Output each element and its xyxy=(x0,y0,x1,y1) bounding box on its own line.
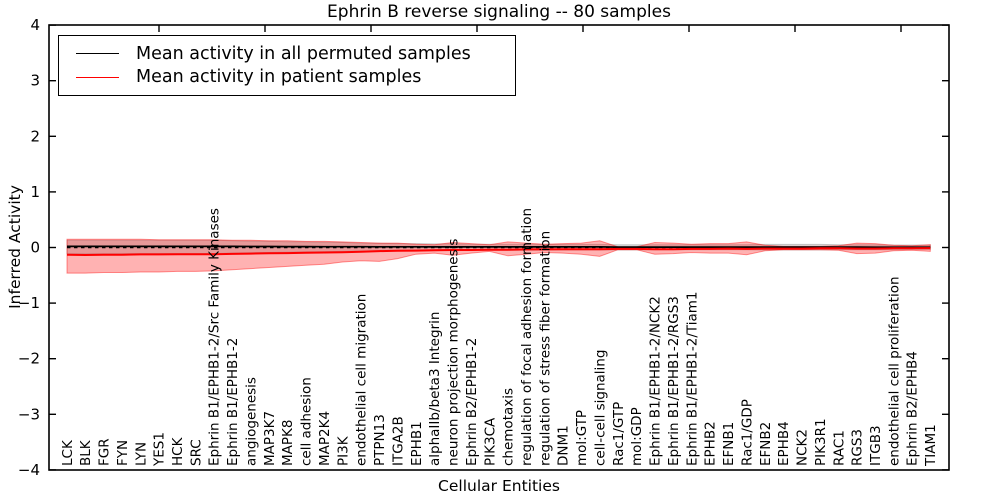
x-category-label: Ephrin B1/EPHB1-2/NCK2 xyxy=(648,296,664,466)
legend: Mean activity in all permuted samples Me… xyxy=(58,35,516,96)
x-category-label: DNM1 xyxy=(556,425,572,466)
x-category-label: PI3K xyxy=(335,435,351,466)
x-category-label: Rac1/GTP xyxy=(611,402,627,466)
x-category-label: MAP3K7 xyxy=(262,411,278,466)
legend-item-permuted: Mean activity in all permuted samples xyxy=(59,42,515,66)
x-category-label: EFNB2 xyxy=(758,422,774,466)
x-category-label: cell adhesion xyxy=(299,377,315,466)
x-category-label: FGR xyxy=(97,438,113,466)
x-category-label: Ephrin B1/EPHB1-2/RGS3 xyxy=(666,296,682,466)
x-category-label: RGS3 xyxy=(850,429,866,466)
x-category-label: endothelial cell proliferation xyxy=(886,276,902,466)
x-category-label: EPHB1 xyxy=(409,421,425,466)
legend-label-permuted: Mean activity in all permuted samples xyxy=(136,43,471,64)
y-tick-label: −1 xyxy=(18,294,40,312)
x-category-label: SRC xyxy=(188,439,204,466)
x-category-label: EPHB4 xyxy=(776,421,792,466)
y-tick-label: −2 xyxy=(18,350,40,368)
x-category-label: TIAM1 xyxy=(923,424,939,467)
x-category-label: neuron projection morphogenesis xyxy=(446,239,462,466)
x-category-label: YES1 xyxy=(152,432,168,467)
x-category-label: Ephrin B2/EPHB1-2 xyxy=(464,338,480,466)
x-category-label: EPHB2 xyxy=(703,421,719,466)
x-category-label: LYN xyxy=(133,442,149,466)
x-category-label: Ephrin B2/EPHB4 xyxy=(905,351,921,466)
x-category-label: RAC1 xyxy=(831,430,847,466)
x-category-label: Ephrin B1/EPHB1-2/Tiam1 xyxy=(684,292,700,466)
x-category-label: mol:GTP xyxy=(574,410,590,466)
y-tick-label: 4 xyxy=(30,16,40,34)
x-category-label: PIK3CA xyxy=(482,417,498,466)
permuted-line-swatch xyxy=(76,53,119,55)
x-category-label: FYN xyxy=(115,440,131,466)
x-category-label: Ephrin B1/EPHB1-2 xyxy=(225,338,241,466)
permuted-mean-line xyxy=(67,245,931,249)
legend-item-patient: Mean activity in patient samples xyxy=(59,66,515,90)
x-category-label: LCK xyxy=(60,439,76,466)
x-category-label: Ephrin B1/EPHB1-2/Src Family Kinases xyxy=(207,208,223,466)
x-category-label: alphaIIb/beta3 Integrin xyxy=(427,312,443,466)
x-category-label: regulation of focal adhesion formation xyxy=(519,208,535,466)
x-category-label: ITGB3 xyxy=(868,425,884,466)
x-category-label: chemotaxis xyxy=(501,388,517,466)
y-tick-label: −3 xyxy=(18,405,40,423)
x-category-label: mol:GDP xyxy=(629,407,645,466)
x-category-label: regulation of stress fiber formation xyxy=(537,231,553,466)
x-category-label: angiogenesis xyxy=(244,377,260,466)
x-category-label: Rac1/GDP xyxy=(739,399,755,466)
x-category-label: PIK3R1 xyxy=(813,418,829,466)
x-category-label: endothelial cell migration xyxy=(354,294,370,466)
patient-mean-line xyxy=(66,247,931,257)
legend-label-patient: Mean activity in patient samples xyxy=(136,67,422,88)
y-tick-label: 1 xyxy=(30,183,40,201)
x-axis-title: Cellular Entities xyxy=(438,477,560,495)
y-tick-label: 2 xyxy=(30,127,40,145)
x-category-label: MAPK8 xyxy=(280,420,296,466)
y-tick-label: −4 xyxy=(18,461,40,479)
patient-line-swatch xyxy=(76,76,119,78)
x-category-label: PTPN13 xyxy=(372,414,388,466)
x-category-label: MAP2K4 xyxy=(317,411,333,466)
y-tick-label: 0 xyxy=(30,239,40,257)
x-category-label: EFNB1 xyxy=(721,422,737,466)
chart-title: Ephrin B reverse signaling -- 80 samples xyxy=(327,2,671,22)
y-axis-title: Inferred Activity xyxy=(6,185,24,309)
x-category-label: NCK2 xyxy=(795,429,811,466)
x-category-label: BLK xyxy=(78,439,94,466)
x-category-label: cell-cell signaling xyxy=(593,350,609,466)
x-category-label: ITGA2B xyxy=(390,416,406,466)
x-category-label: HCK xyxy=(170,436,186,466)
y-tick-label: 3 xyxy=(30,72,40,90)
